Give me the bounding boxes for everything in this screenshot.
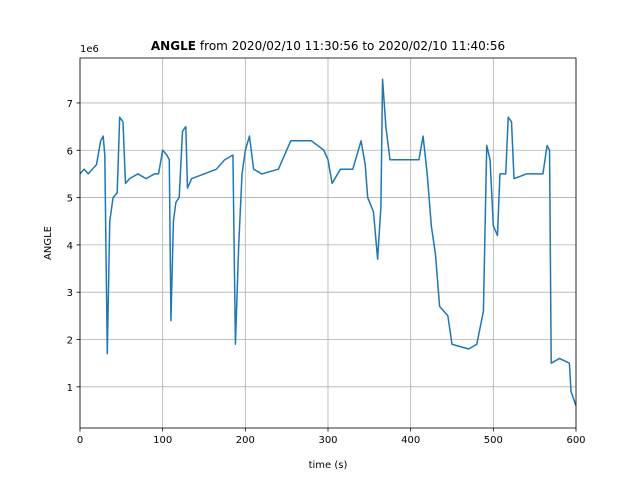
x-tick-label: 300 [318, 435, 337, 446]
title-rest: from 2020/02/10 11:30:56 to 2020/02/10 1… [200, 39, 505, 53]
x-tick-label: 100 [153, 435, 172, 446]
x-tick-label: 200 [236, 435, 255, 446]
y-tick-label: 4 [67, 241, 73, 252]
y-tick-label: 6 [67, 146, 73, 157]
x-tick-label: 500 [484, 435, 503, 446]
y-offset: 1e6 [80, 44, 99, 55]
x-tick-label: 400 [401, 435, 420, 446]
y-tick-label: 7 [67, 99, 73, 110]
y-tick-label: 5 [67, 194, 73, 205]
plot-frame [79, 57, 577, 429]
x-tick-label: 0 [77, 435, 83, 446]
y-tick-label: 3 [67, 288, 73, 299]
data-line [79, 78, 577, 407]
chart-title: ANGLE from 2020/02/10 11:30:56 to 2020/02… [151, 39, 505, 53]
title-bold: ANGLE [151, 39, 196, 53]
y-tick-label: 2 [67, 336, 73, 347]
y-tick-label: 1 [67, 383, 73, 394]
y-axis-label: ANGLE [43, 226, 54, 260]
x-tick-label: 600 [566, 435, 585, 446]
x-axis-label: time (s) [309, 460, 348, 471]
